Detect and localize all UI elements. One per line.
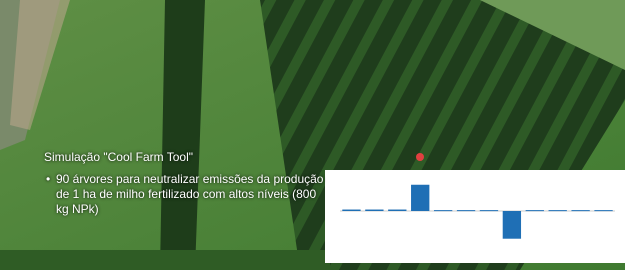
bar [434,210,452,211]
bar [365,210,383,211]
slide: Simulação "Cool Farm Tool" 90 árvores pa… [0,0,625,270]
bar [342,210,360,211]
bar [594,210,612,211]
bar [411,185,429,211]
background [0,0,625,270]
bullet-text: 90 árvores para neutralizar emissões da … [56,172,326,217]
bar [388,210,406,211]
bar [457,210,475,211]
bar [480,210,498,211]
bar [549,210,567,211]
bar [526,210,544,211]
bar [503,211,521,239]
slide-title: Simulação "Cool Farm Tool" [44,150,193,164]
bar [571,210,589,211]
